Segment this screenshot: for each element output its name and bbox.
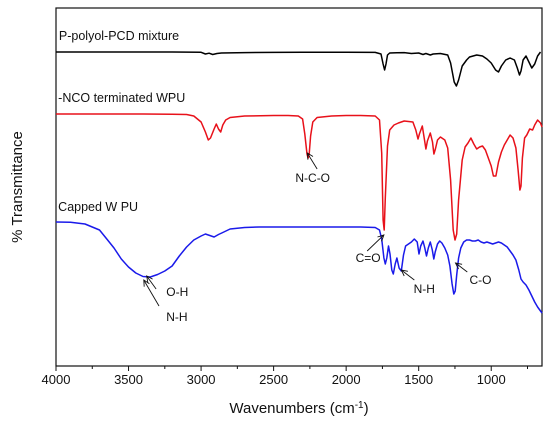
- series-line-3: [55, 221, 543, 314]
- annotation-arrowhead-2: [377, 234, 385, 242]
- series-label-3: Capped W PU: [58, 200, 138, 214]
- plot-frame: [55, 7, 543, 367]
- annotation-label-2: C=O: [356, 251, 381, 265]
- x-tick-label: 3000: [187, 372, 216, 387]
- annotation-arrow-5: [401, 269, 415, 281]
- series-label-2: -NCO terminated WPU: [58, 91, 185, 105]
- annotation-label-1: N-C-O: [295, 171, 330, 185]
- annotation-label-6: C-O: [469, 273, 491, 287]
- annotation-arrow-6: [455, 262, 468, 273]
- x-axis-ticks: 4000 3500 3000 2500 2000 1500 1000: [42, 366, 528, 387]
- series-layer: [55, 51, 543, 314]
- series-line-2: [56, 113, 543, 241]
- x-tick-label: 1000: [477, 372, 506, 387]
- annotation-arrowhead-4: [143, 279, 150, 287]
- x-tick-label: 2000: [332, 372, 361, 387]
- annotation-arrowhead-6: [454, 262, 463, 270]
- annotation-arrow-1: [306, 152, 318, 170]
- series-labels: P-polyol-PCD mixture -NCO terminated WPU C…: [58, 29, 185, 214]
- x-tick-label: 3500: [114, 372, 143, 387]
- annotation-arrow-3: [146, 275, 157, 290]
- annotation-arrow-2: [366, 234, 385, 252]
- x-tick-label: 4000: [42, 372, 71, 387]
- annotation-arrowhead-3: [146, 275, 153, 283]
- annotation-arrow-4: [143, 279, 160, 307]
- y-axis-title: % Transmittance: [9, 131, 26, 243]
- series-label-1: P-polyol-PCD mixture: [59, 29, 179, 43]
- x-axis-title: Wavenumbers (cm-1): [229, 400, 368, 418]
- annotation-arrowhead-1: [306, 152, 314, 160]
- annotation-label-3: O-H: [166, 285, 188, 299]
- annotation-label-4: N-H: [166, 310, 187, 324]
- annotation-label-5: N-H: [414, 282, 435, 296]
- annotation-arrowhead-5: [400, 269, 408, 277]
- series-line-1: [56, 51, 542, 87]
- x-tick-label: 2500: [259, 372, 288, 387]
- annotations: N-C-O C=O O-H N-H N-H C-O: [143, 152, 491, 324]
- x-tick-label: 1500: [404, 372, 433, 387]
